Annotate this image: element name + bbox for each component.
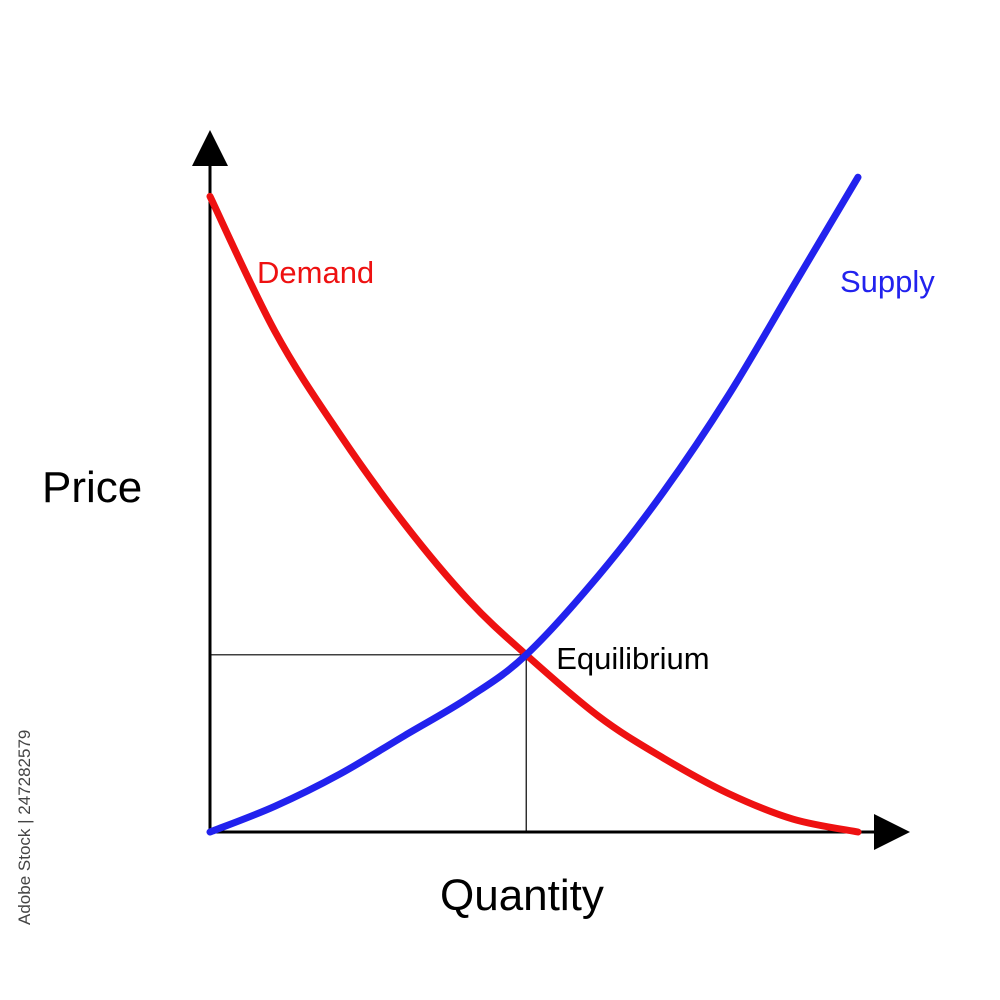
watermark-id: Adobe Stock | 247282579: [15, 730, 34, 925]
demand-label: Demand: [257, 255, 374, 290]
demand-curve: [206, 192, 862, 836]
supply-label: Supply: [840, 264, 935, 299]
watermark-number: 247282579: [15, 730, 34, 815]
supply-curve: [206, 173, 862, 836]
x-axis-title: Quantity: [440, 871, 604, 920]
y-axis-title: Price: [42, 463, 142, 512]
equilibrium-label: Equilibrium: [556, 641, 709, 676]
watermark-brand: Adobe Stock: [15, 828, 34, 925]
watermark-separator: |: [15, 815, 34, 824]
